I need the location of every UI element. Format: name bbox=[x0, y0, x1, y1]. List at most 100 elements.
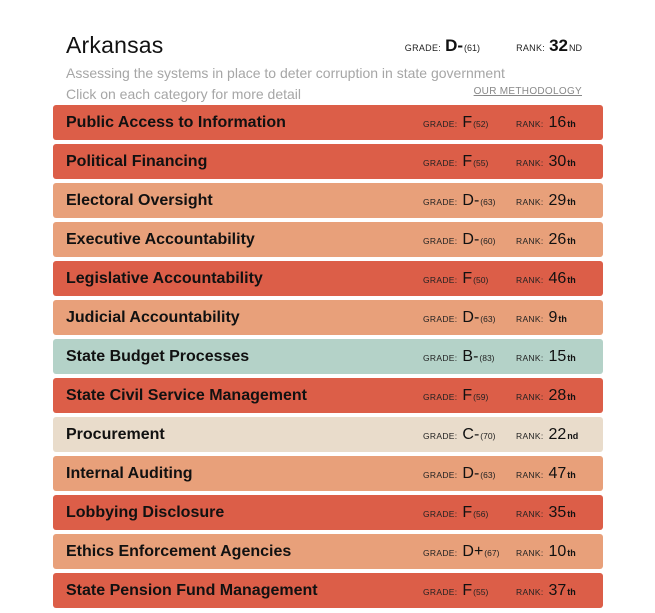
grade-value: B- bbox=[462, 348, 479, 365]
category-row[interactable]: State Budget Processes GRADE: B- (83) RANK: 1… bbox=[53, 339, 603, 374]
rank-label: RANK: bbox=[516, 353, 544, 363]
rank-value: 26 bbox=[548, 231, 567, 248]
overall-rank-label: RANK: bbox=[516, 43, 546, 53]
rank-value: 16 bbox=[548, 114, 567, 131]
rank-label: RANK: bbox=[516, 236, 544, 246]
rank-value: 35 bbox=[548, 504, 567, 521]
rank-label: RANK: bbox=[516, 119, 544, 129]
category-name: Internal Auditing bbox=[66, 465, 193, 482]
category-grade: GRADE: C- (70) bbox=[423, 426, 495, 444]
grade-value: D- bbox=[462, 192, 480, 209]
grade-label: GRADE: bbox=[423, 509, 458, 519]
category-row[interactable]: State Pension Fund Management GRADE: F (55)… bbox=[53, 573, 603, 608]
rank-label: RANK: bbox=[516, 470, 544, 480]
category-row[interactable]: Judicial Accountability GRADE: D- (63) RANK:… bbox=[53, 300, 603, 335]
grade-score: (63) bbox=[480, 470, 496, 480]
grade-score: (70) bbox=[480, 431, 496, 441]
rank-label: RANK: bbox=[516, 197, 544, 207]
category-grade: GRADE: F (56) bbox=[423, 504, 488, 522]
grade-score: (55) bbox=[473, 587, 489, 597]
category-row[interactable]: State Civil Service Management GRADE: F (59… bbox=[53, 378, 603, 413]
category-name: Ethics Enforcement Agencies bbox=[66, 543, 292, 560]
rank-label: RANK: bbox=[516, 587, 544, 597]
category-grade: GRADE: F (50) bbox=[423, 270, 488, 288]
methodology-link[interactable]: OUR METHODOLOGY bbox=[473, 86, 582, 97]
grade-label: GRADE: bbox=[423, 314, 458, 324]
grade-score: (60) bbox=[480, 236, 496, 246]
category-row[interactable]: Ethics Enforcement Agencies GRADE: D+ (67) R… bbox=[53, 534, 603, 569]
grade-value: F bbox=[462, 153, 473, 170]
rank-suffix: th bbox=[567, 197, 576, 207]
rank-suffix: th bbox=[567, 509, 576, 519]
rank-suffix: th bbox=[567, 587, 576, 597]
rank-suffix: nd bbox=[567, 431, 579, 441]
rank-label: RANK: bbox=[516, 275, 544, 285]
rank-suffix: th bbox=[567, 392, 576, 402]
grade-score: (55) bbox=[473, 158, 489, 168]
rank-suffix: th bbox=[567, 158, 576, 168]
category-row[interactable]: Public Access to Information GRADE: F (52) R… bbox=[53, 105, 603, 140]
page-title: Arkansas bbox=[66, 32, 164, 58]
rank-value: 37 bbox=[548, 582, 567, 599]
overall-grade-label: GRADE: bbox=[404, 43, 442, 53]
grade-value: F bbox=[462, 582, 473, 599]
grade-value: D- bbox=[462, 231, 480, 248]
category-grade: GRADE: D+ (67) bbox=[423, 543, 499, 561]
category-name: Electoral Oversight bbox=[66, 192, 213, 209]
category-name: State Budget Processes bbox=[66, 348, 250, 365]
category-row[interactable]: Executive Accountability GRADE: D- (60) RANK… bbox=[53, 222, 603, 257]
grade-label: GRADE: bbox=[423, 158, 458, 168]
category-grade: GRADE: D- (60) bbox=[423, 231, 495, 249]
grade-value: F bbox=[462, 387, 473, 404]
rank-suffix: th bbox=[567, 275, 576, 285]
grade-label: GRADE: bbox=[423, 197, 458, 207]
grade-score: (63) bbox=[480, 197, 496, 207]
grade-score: (67) bbox=[484, 548, 500, 558]
category-grade: GRADE: F (55) bbox=[423, 153, 488, 171]
category-name: State Civil Service Management bbox=[66, 387, 307, 404]
grade-value: F bbox=[462, 270, 473, 287]
grade-value: D- bbox=[462, 465, 480, 482]
rank-label: RANK: bbox=[516, 392, 544, 402]
overall-rank-suffix: ND bbox=[569, 43, 582, 53]
grade-score: (83) bbox=[479, 353, 495, 363]
grade-label: GRADE: bbox=[423, 587, 458, 597]
rank-label: RANK: bbox=[516, 314, 544, 324]
grade-label: GRADE: bbox=[423, 236, 458, 246]
rank-value: 9 bbox=[548, 309, 558, 326]
rank-label: RANK: bbox=[516, 158, 544, 168]
category-name: State Pension Fund Management bbox=[66, 582, 318, 599]
category-name: Legislative Accountability bbox=[66, 270, 263, 287]
rank-suffix: th bbox=[567, 119, 576, 129]
rank-value: 28 bbox=[548, 387, 567, 404]
category-grade: GRADE: F (59) bbox=[423, 387, 488, 405]
rank-label: RANK: bbox=[516, 548, 544, 558]
category-name: Lobbying Disclosure bbox=[66, 504, 225, 521]
category-row[interactable]: Legislative Accountability GRADE: F (50) RAN… bbox=[53, 261, 603, 296]
category-name: Judicial Accountability bbox=[66, 309, 240, 326]
grade-score: (52) bbox=[473, 119, 489, 129]
rank-suffix: th bbox=[567, 236, 576, 246]
rank-value: 29 bbox=[548, 192, 567, 209]
rank-value: 46 bbox=[548, 270, 567, 287]
rank-suffix: th bbox=[558, 314, 567, 324]
overall-rank: 32 bbox=[549, 36, 568, 55]
grade-value: C- bbox=[462, 426, 480, 443]
overall-score: GRADE: D- (61) RANK: 32 ND bbox=[405, 36, 582, 56]
grade-label: GRADE: bbox=[423, 119, 458, 129]
grade-value: D- bbox=[462, 309, 480, 326]
